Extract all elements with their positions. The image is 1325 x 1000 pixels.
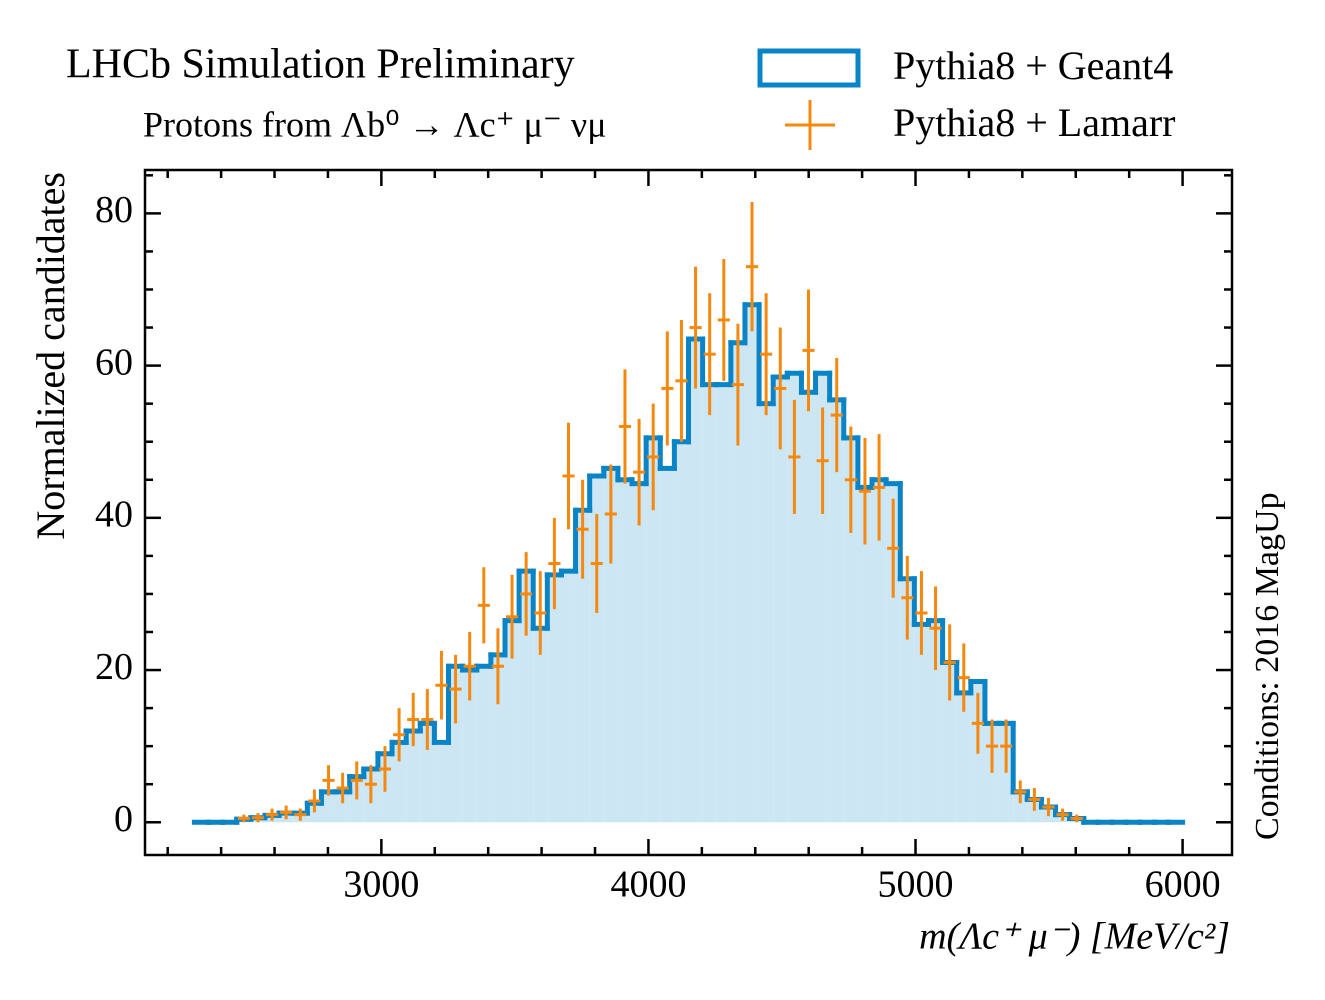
histogram-bar (815, 373, 830, 823)
chart-subtitle: Protons from Λb⁰ → Λc⁺ μ⁻ νμ (143, 104, 607, 144)
histogram-bar (759, 403, 774, 823)
y-tick-label: 80 (95, 189, 133, 231)
histogram-bar (900, 578, 915, 823)
histogram-bar (307, 803, 322, 823)
histogram-bar (843, 437, 858, 823)
legend-label: Pythia8 + Lamarr (893, 100, 1175, 145)
histogram-bar (476, 666, 491, 823)
histogram-bar (1027, 799, 1042, 823)
x-tick-label: 3000 (343, 864, 419, 906)
histogram-bar (561, 571, 576, 823)
x-tick-label: 6000 (1145, 864, 1221, 906)
histogram-bar (420, 723, 435, 823)
legend-label: Pythia8 + Geant4 (893, 43, 1173, 88)
x-tick-label: 4000 (610, 864, 686, 906)
histogram-bar (716, 384, 731, 823)
histogram-bar (773, 377, 788, 823)
histogram-bar (321, 791, 336, 823)
histogram-bar (575, 510, 590, 823)
x-tick-label: 5000 (878, 864, 954, 906)
y-tick-label: 20 (95, 646, 133, 688)
plot-frame (143, 168, 1234, 857)
y-tick-label: 60 (95, 341, 133, 383)
histogram-bar (872, 479, 887, 823)
histogram-bar (801, 392, 816, 823)
side-text: Conditions: 2016 MagUp (1249, 492, 1286, 840)
histogram-bar (547, 574, 562, 823)
histogram-bar (928, 620, 943, 823)
histogram-bar (603, 468, 618, 823)
histogram-bar (533, 628, 548, 823)
x-axis-label: m(Λc⁺ μ⁻) [MeV/c²] (919, 916, 1230, 958)
histogram-bar (1013, 791, 1028, 823)
histogram-bar (942, 662, 957, 823)
y-axis-label: Normalized candidates (28, 172, 73, 540)
histogram-bar (787, 373, 802, 823)
histogram-bar (857, 487, 873, 823)
legend-swatch (757, 48, 861, 88)
histogram-bar (660, 468, 675, 823)
histogram-bar (688, 338, 703, 823)
histogram-bar (392, 742, 407, 823)
histogram-bar (886, 483, 901, 823)
histogram-bar (914, 624, 929, 823)
histogram-bar (829, 399, 844, 823)
histogram-bar (335, 791, 350, 823)
histogram-bar (490, 654, 505, 823)
histogram-bar (406, 730, 421, 823)
histogram-bar (702, 384, 717, 823)
histogram-bar (674, 441, 689, 823)
histogram-bar (504, 620, 520, 823)
y-tick-label: 0 (114, 798, 133, 840)
histogram-bar (462, 670, 477, 823)
histogram-bar (434, 742, 449, 823)
histogram-bar (632, 483, 647, 823)
histogram-bar (519, 571, 534, 823)
histogram-bar (730, 342, 745, 823)
histogram-bar (448, 666, 463, 823)
histogram-bar (617, 479, 633, 823)
histogram-bar (646, 437, 661, 823)
y-tick-label: 40 (95, 494, 133, 536)
histogram-bar (956, 692, 971, 823)
histogram-bar (744, 304, 760, 823)
chart-title: LHCb Simulation Preliminary (66, 42, 575, 88)
